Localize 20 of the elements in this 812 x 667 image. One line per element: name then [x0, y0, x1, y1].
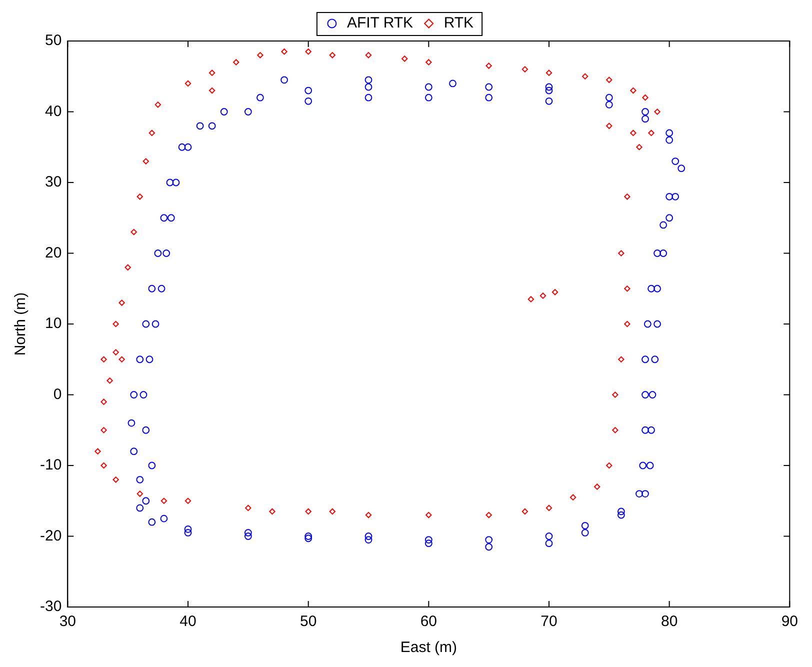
x-tick-label: 70: [540, 613, 558, 630]
y-tick-label: 50: [44, 32, 62, 50]
legend-label: RTK: [444, 14, 474, 32]
y-tick-label: 0: [53, 386, 62, 403]
y-tick-label: 40: [44, 102, 62, 120]
x-tick-label: 80: [660, 613, 678, 630]
x-tick-label: 30: [59, 613, 76, 630]
x-tick-label: 50: [300, 613, 317, 630]
y-tick-label: 30: [44, 174, 62, 191]
y-axis-title: North (m): [12, 292, 30, 356]
y-tick-label: 10: [44, 315, 62, 332]
y-tick-label: 20: [44, 244, 62, 262]
x-axis-title: East (m): [400, 639, 458, 656]
x-tick-label: 90: [781, 613, 798, 630]
y-tick-label: -20: [40, 527, 62, 544]
y-tick-label: -30: [40, 598, 62, 616]
x-tick-label: 60: [420, 613, 438, 630]
legend-label: AFIT RTK: [346, 14, 414, 32]
y-tick-label: -10: [40, 456, 62, 474]
x-tick-label: 40: [180, 613, 196, 630]
